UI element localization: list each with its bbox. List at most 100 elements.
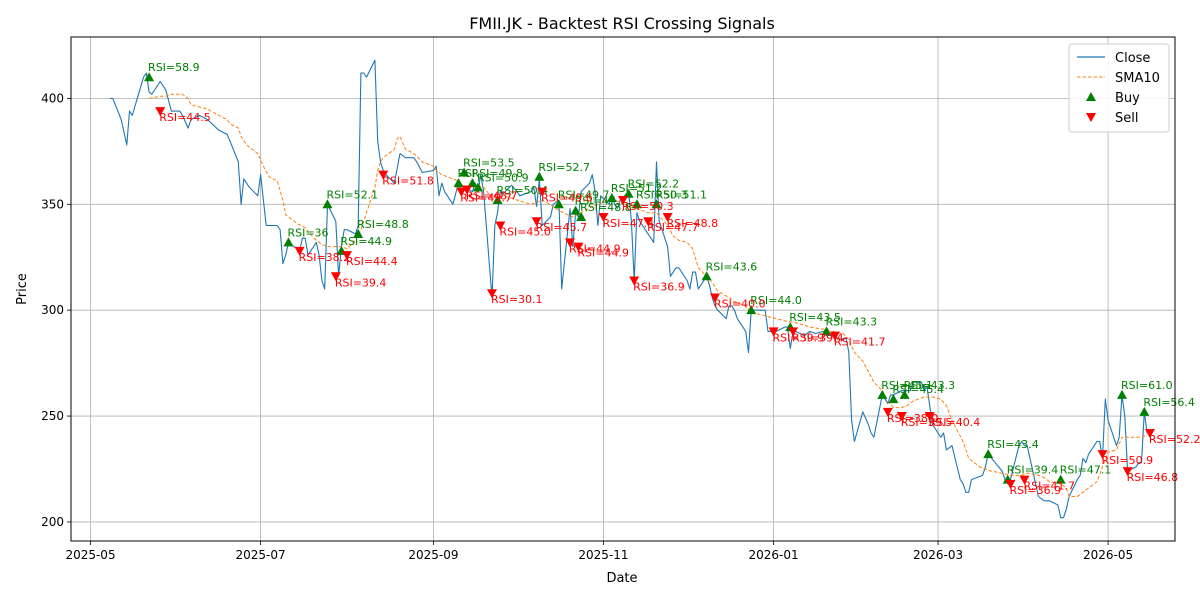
y-tick-label: 350 <box>41 197 64 211</box>
buy-marker <box>1139 406 1150 416</box>
sell-signal-label: RSI=40.0 <box>714 297 766 310</box>
sell-signal-label: RSI=44.9 <box>577 247 629 260</box>
sell-marker <box>598 213 609 222</box>
sell-signal-label: RSI=36.9 <box>633 281 685 294</box>
sell-marker <box>629 276 640 286</box>
legend-entry-label: Close <box>1115 51 1150 66</box>
buy-marker <box>459 167 470 177</box>
buy-signal-label: RSI=61.0 <box>1121 379 1173 392</box>
grid <box>71 37 1175 541</box>
x-tick-label: 2025-09 <box>408 548 458 562</box>
buy-signal-label: RSI=43.4 <box>987 438 1039 451</box>
buy-marker <box>701 271 712 281</box>
sell-signal-label: RSI=41.7 <box>1023 480 1075 493</box>
legend-entry-label: Buy <box>1115 91 1140 106</box>
sell-signal-label: RSI=45.7 <box>536 221 588 234</box>
buy-marker <box>821 326 832 336</box>
buy-signal-label: RSI=45.1 <box>881 379 933 392</box>
buy-marker <box>651 199 662 209</box>
sell-marker <box>788 327 799 337</box>
sell-marker <box>882 407 893 417</box>
buy-signal-label: RSI=43.3 <box>904 379 956 392</box>
sell-marker <box>155 107 166 117</box>
buy-signal-label: RSI=52.7 <box>538 161 590 174</box>
buy-signal-label: RSI=53.5 <box>463 157 515 170</box>
sell-signal-label: RSI=39.9 <box>773 331 825 344</box>
sell-marker <box>924 412 935 422</box>
sell-marker <box>1144 429 1155 438</box>
sell-marker <box>1122 467 1133 477</box>
sell-marker <box>710 293 720 303</box>
sell-signal-label: RSI=39.5 <box>901 416 953 429</box>
sell-signal-label: RSI=39.4 <box>792 331 844 344</box>
y-tick-label: 300 <box>41 303 64 317</box>
sell-marker <box>294 246 305 256</box>
buy-marker <box>353 228 364 238</box>
sell-signal-label: RSI=38.2 <box>299 251 351 264</box>
buy-marker <box>877 389 888 399</box>
sell-marker <box>1019 475 1030 485</box>
sell-signal-label: RSI=52.2 <box>1149 433 1200 446</box>
buy-signal-label: RSI=50.3 <box>636 188 688 201</box>
y-axis-label: Price <box>15 273 30 305</box>
buy-signal-label: RSI=39.4 <box>1007 464 1059 477</box>
sell-signal-label: RSI=44.9 <box>569 242 621 255</box>
buy-marker <box>144 72 155 82</box>
sell-signal-label: RSI=44.5 <box>159 111 211 124</box>
sell-signal-label: RSI=46.8 <box>1127 471 1179 484</box>
sell-marker <box>456 187 467 197</box>
axis-ticks: 2025-05 2025-07 2025-09 2025-11 2026-01 2026-… <box>41 91 1133 562</box>
buy-signal-label: RSI=44.9 <box>340 235 392 248</box>
legend-entry-label: Sell <box>1115 111 1138 126</box>
sell-signal-label: RSI=41.7 <box>834 336 886 349</box>
sell-signal-label: RSI=36.9 <box>1010 484 1062 497</box>
sell-signal-label: RSI=50.3 <box>622 200 674 213</box>
buy-marker <box>492 195 503 205</box>
sell-marker <box>330 272 341 282</box>
sell-signal-label: RSI=47.4 <box>602 217 654 230</box>
legend-box <box>1068 43 1170 133</box>
buy-marker <box>534 171 545 181</box>
sell-signal-label: RSI=49.7 <box>460 192 512 205</box>
buy-marker <box>606 192 617 202</box>
y-tick-label: 200 <box>41 515 64 529</box>
sell-signal-label: RSI=49.6 <box>541 192 593 205</box>
buy-marker <box>576 212 587 221</box>
sell-marker <box>662 213 673 222</box>
buy-signal-label: RSI=52.2 <box>628 178 680 191</box>
buy-marker <box>1055 474 1066 484</box>
sell-marker <box>768 327 779 337</box>
sell-marker <box>495 221 506 231</box>
sell-marker <box>829 331 840 341</box>
buy-signal-label: RSI=36 <box>287 226 328 239</box>
buy-signal-label: RSI=44.0 <box>750 294 802 307</box>
sell-signal-label: RSI=47.7 <box>647 221 699 234</box>
sell-marker <box>1005 479 1016 489</box>
sell-marker <box>378 170 389 180</box>
x-tick-label: 2025-11 <box>578 548 628 562</box>
buy-marker <box>570 205 581 215</box>
buy-marker <box>899 389 910 399</box>
buy-signal-label: RSI=43.5 <box>789 311 841 324</box>
sell-marker <box>461 185 472 195</box>
x-axis-label: Date <box>606 571 637 586</box>
close-price-line <box>110 59 1148 519</box>
x-tick-label: 2025-07 <box>236 548 286 562</box>
buy-signal-label: RSI=48.8 <box>357 218 409 231</box>
sell-marker <box>565 238 576 248</box>
y-tick-label: 250 <box>41 409 64 423</box>
sell-signal-label: RSI=40.4 <box>929 416 981 429</box>
buy-signal-label: RSI=58.9 <box>148 61 200 74</box>
buy-marker <box>1117 389 1128 399</box>
legend-entry-label: SMA10 <box>1115 71 1160 86</box>
buy-marker <box>453 178 464 188</box>
buy-signal-label: RSI=52.1 <box>326 188 378 201</box>
sell-marker <box>342 251 352 261</box>
y-tick-label: 400 <box>41 91 64 105</box>
buy-signal-label: RSI=49.8 <box>471 167 523 180</box>
buy-marker <box>473 182 484 192</box>
buy-marker <box>888 394 899 404</box>
plot-frame <box>70 36 1176 542</box>
chart-title: FMII.JK - Backtest RSI Crossing Signals <box>469 14 775 33</box>
